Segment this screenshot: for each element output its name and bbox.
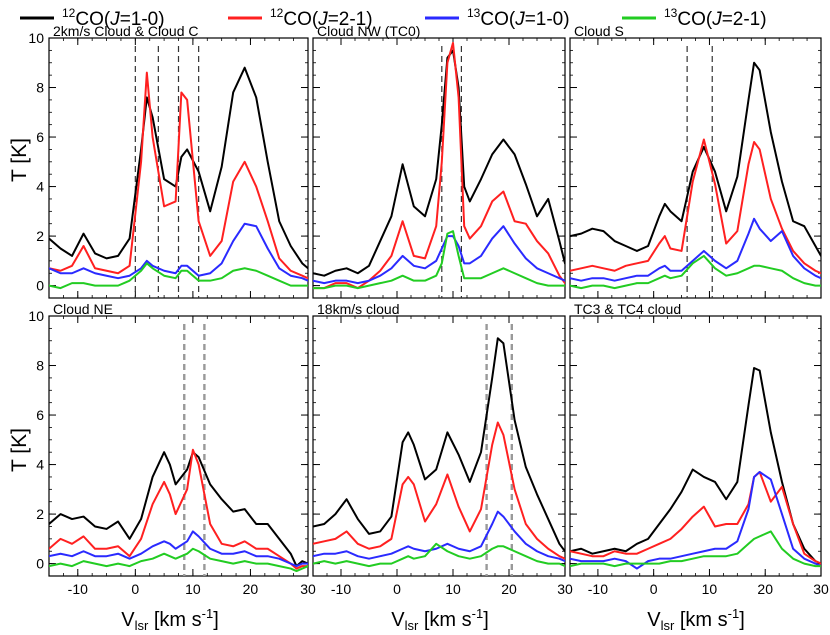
- x-tick-label: 10: [445, 581, 461, 597]
- series-line-4: [313, 230, 565, 290]
- y-tick-label: 8: [36, 80, 44, 96]
- series-line-3: [313, 510, 565, 563]
- series-line-1: [49, 451, 308, 568]
- x-tick-label: 0: [650, 581, 658, 597]
- panel-6: -10 0 10 20 30 TC3 & TC4 cloud: [569, 301, 829, 597]
- panel-title: 18km/s cloud: [317, 301, 399, 317]
- y-tick-label: 4: [36, 179, 44, 195]
- series-line-4: [49, 262, 308, 290]
- legend-item-4: 13CO(J=2-1): [622, 6, 767, 30]
- panel-frame: [569, 315, 822, 577]
- y-tick-label: 0: [36, 556, 44, 572]
- series-line-1: [313, 337, 565, 553]
- series-line-4: [313, 542, 565, 568]
- x-axis-label: Vlsr [km s-1]: [391, 606, 489, 633]
- x-tick-label: 20: [757, 581, 773, 597]
- panel-4: -10 0 10 20 30 0 2 4 6 8 10 Cloud NE: [28, 301, 316, 597]
- series-line-1: [49, 66, 308, 270]
- series-line-2: [313, 41, 565, 290]
- series-line-4: [570, 530, 821, 568]
- series-line-4: [570, 254, 821, 290]
- x-tick-label: 10: [185, 581, 201, 597]
- series-line-2: [49, 448, 308, 570]
- panel-title: TC3 & TC4 cloud: [574, 301, 681, 317]
- x-tick-label: 30: [557, 581, 573, 597]
- x-tick-label: -10: [588, 581, 608, 597]
- panel-frame: [48, 315, 309, 577]
- series-group: [570, 367, 821, 570]
- y-tick-label: 6: [36, 407, 44, 423]
- x-axis-label: Vlsr [km s-1]: [647, 606, 745, 633]
- y-tick-label: 10: [28, 30, 44, 46]
- x-tick-label: 20: [501, 581, 517, 597]
- series-line-2: [49, 71, 308, 280]
- legend-label: 13CO(J=2-1): [664, 6, 767, 30]
- series-line-3: [49, 530, 308, 568]
- series-line-4: [49, 547, 308, 573]
- panel-title: Cloud S: [574, 23, 624, 39]
- panel-title: Cloud NE: [53, 301, 113, 317]
- y-tick-label: 4: [36, 457, 44, 473]
- series-line-1: [570, 61, 821, 257]
- legend-item-2: 12CO(J=2-1): [228, 6, 373, 30]
- x-tick-label: -10: [331, 581, 351, 597]
- x-tick-label: 30: [300, 581, 316, 597]
- series-line-3: [313, 225, 565, 285]
- x-tick-label: 0: [131, 581, 139, 597]
- series-line-2: [313, 421, 565, 560]
- y-axis-label-top: T [K]: [8, 138, 31, 182]
- panel-title: 2km/s Cloud & Cloud C: [53, 23, 199, 39]
- x-tick-label: 10: [702, 581, 718, 597]
- legend-item-1: 12CO(J=1-0): [20, 6, 165, 30]
- panel-5: -10 0 10 20 30 18km/s cloud: [312, 301, 573, 597]
- legend-label: 12CO(J=2-1): [270, 6, 373, 30]
- series-line-1: [570, 367, 821, 565]
- x-tick-label: 30: [813, 581, 829, 597]
- legend-label: 12CO(J=1-0): [62, 6, 165, 30]
- x-axis-label: Vlsr [km s-1]: [121, 606, 219, 633]
- y-tick-label: 8: [36, 358, 44, 374]
- panel-title: Cloud NW (TC0): [317, 23, 420, 39]
- series-group: [313, 337, 565, 568]
- series-line-1: [313, 49, 565, 277]
- x-tick-label: -10: [68, 581, 88, 597]
- y-tick-label: 2: [36, 506, 44, 522]
- x-axis-labels: Vlsr [km s-1] Vlsr [km s-1] Vlsr [km s-1]: [121, 606, 745, 633]
- series-line-3: [570, 471, 821, 570]
- x-tick-label: 20: [243, 581, 259, 597]
- y-tick-label: 6: [36, 129, 44, 145]
- legend: 12CO(J=1-0) 12CO(J=2-1) 13CO(J=1-0) 13CO(J=…: [20, 6, 767, 30]
- series-group: [570, 61, 821, 290]
- series-line-2: [570, 471, 821, 565]
- legend-label: 13CO(J=1-0): [467, 6, 570, 30]
- panel-2: Cloud NW (TC0): [312, 23, 566, 299]
- y-tick-label: 10: [28, 308, 44, 324]
- panels: 0 2 4 6 8 10 2km/s Cloud & Cloud C Cloud NW (TC…: [28, 23, 829, 597]
- y-tick-label: 0: [36, 278, 44, 294]
- panel-1: 0 2 4 6 8 10 2km/s Cloud & Cloud C: [28, 23, 309, 299]
- panel-3: Cloud S: [569, 23, 822, 299]
- y-axis-label-bottom: T [K]: [8, 428, 31, 472]
- x-tick-label: 0: [393, 581, 401, 597]
- y-tick-label: 2: [36, 228, 44, 244]
- series-group: [313, 41, 565, 290]
- series-line-3: [570, 217, 821, 282]
- series-line-2: [570, 138, 821, 275]
- series-group: [49, 66, 308, 290]
- series-line-3: [49, 222, 308, 282]
- series-group: [49, 448, 308, 573]
- legend-item-3: 13CO(J=1-0): [425, 6, 570, 30]
